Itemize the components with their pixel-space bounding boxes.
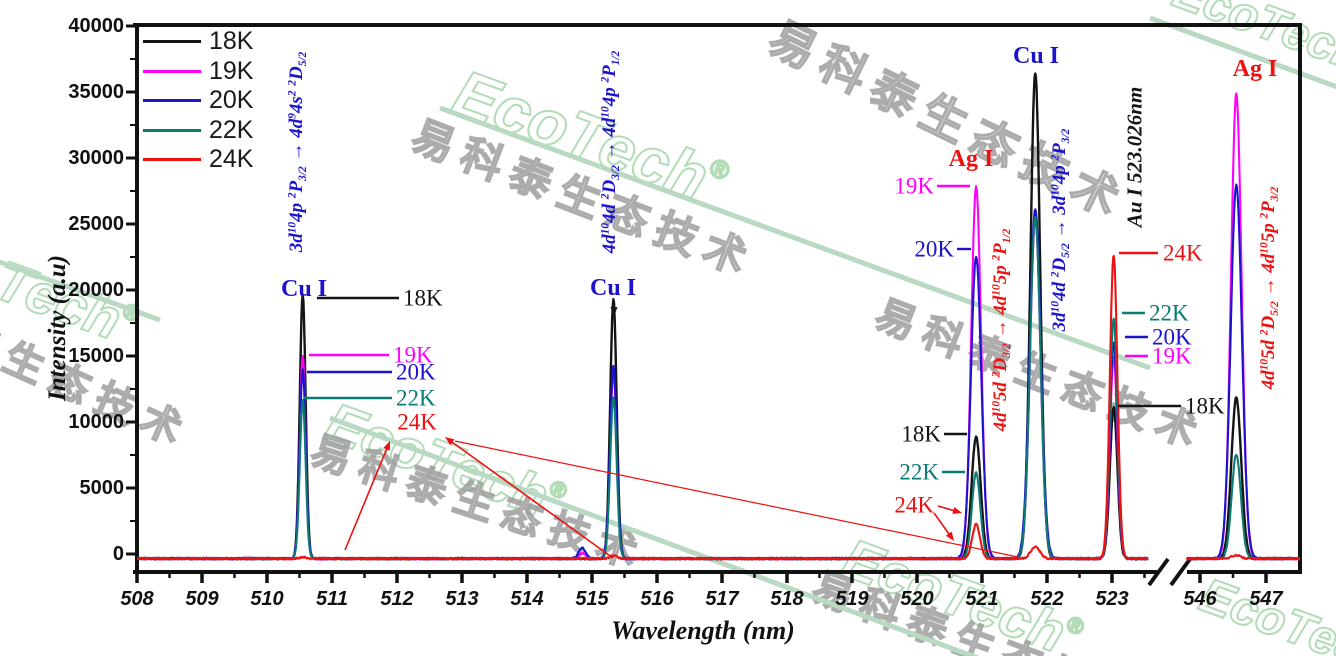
x-tick-label: 547 <box>1249 588 1283 610</box>
legend-item-20K: 20K <box>143 86 253 116</box>
legend-swatch-24K <box>143 158 201 162</box>
x-tick-label: 515 <box>575 588 609 610</box>
peak1-20k-label: 20K <box>396 359 436 385</box>
y-tick-label: 25000 <box>68 213 124 235</box>
legend-item-18K: 18K <box>143 27 253 57</box>
x-tick-label: 514 <box>510 588 544 610</box>
peak5-22k-label: 22K <box>1149 300 1189 326</box>
x-tick-label: 511 <box>316 588 348 610</box>
cu1-transition-label: 3d104p 2P3/2 → 4d94s2 2D5/2 <box>285 51 309 253</box>
y-tick-label: 5000 <box>79 477 125 499</box>
x-tick-label: 517 <box>705 588 739 610</box>
axis-break-mark <box>1169 557 1192 587</box>
axis-break-mark <box>1147 557 1170 587</box>
cu2-element-label: Cu I <box>589 275 637 301</box>
peak3-19k-label: 19K <box>894 173 934 199</box>
y-tick-label: 20000 <box>68 279 124 301</box>
peak1-18k-label: 18K <box>403 285 443 311</box>
peak3-24k-label-arrow-head <box>945 531 954 541</box>
legend: 18K 19K 20K 22K 24K <box>143 27 253 175</box>
peak1-24k-label-arrow-head <box>383 441 390 451</box>
legend-swatch-22K <box>143 128 201 132</box>
peak1-24k-label-arrow <box>344 446 389 551</box>
x-tick-label: 512 <box>380 588 414 610</box>
series-curve-24K <box>137 254 1300 561</box>
x-tick-label: 520 <box>900 588 934 610</box>
peak3-18k-label: 18K <box>901 421 941 447</box>
x-tick-label: 521 <box>965 588 999 610</box>
peak1-24k-label: 24K <box>397 409 437 435</box>
peak5-24k-label: 24K <box>1163 240 1203 266</box>
au-line-label: Au I 523.026nm <box>1122 86 1147 228</box>
cu2-element-label-down-arrow-head <box>610 307 618 316</box>
peak5-20k-label: 20K <box>1152 324 1192 350</box>
legend-label: 18K <box>209 27 254 56</box>
legend-swatch-20K <box>143 99 201 103</box>
peak3-20k-label: 20K <box>914 236 954 262</box>
ag1-element-label: Ag I <box>948 146 994 172</box>
x-tick-label: 522 <box>1030 588 1064 610</box>
legend-swatch-19K <box>143 69 201 73</box>
legend-label: 24K <box>209 145 254 174</box>
legend-label: 19K <box>209 56 254 85</box>
y-tick-label: 35000 <box>68 81 124 103</box>
curves-group <box>137 72 1300 561</box>
peak5-19k-label: 19K <box>1152 343 1192 369</box>
peak1-24k-label-arrow-head <box>445 437 455 446</box>
legend-swatch-18K <box>143 40 201 44</box>
x-tick-label: 518 <box>770 588 804 610</box>
x-tick-label: 510 <box>250 588 284 610</box>
peak1-19k-label: 19K <box>393 342 433 368</box>
x-tick-label: 519 <box>835 588 869 610</box>
watermark-swoosh-line <box>329 415 980 656</box>
peak3-24k-label-arrow <box>937 505 957 513</box>
x-tick-label: 523 <box>1095 588 1129 610</box>
y-tick-label: 40000 <box>68 15 124 37</box>
peak3-24k-label-arrow-head <box>952 507 962 514</box>
watermark-swoosh-line <box>0 259 161 323</box>
peak1-24k-label-pointer-line <box>454 440 1019 558</box>
cu3-transition-label: 3d104d 2D5/2 → 3d104p 2P3/2 <box>1048 128 1072 332</box>
legend-label: 22K <box>209 115 254 144</box>
y-tick-label: 15000 <box>68 345 124 367</box>
x-tick-label: 546 <box>1183 588 1217 610</box>
x-axis-title: Wavelength (nm) <box>611 616 795 645</box>
y-axis-title: Intensity (a.u) <box>44 255 71 401</box>
cu1-element-label: Cu I <box>280 276 328 302</box>
peak1-24k-label-arrow <box>449 439 614 559</box>
ag1-transition-label: 4d105d 2D3/2 → 4d105p 2P1/2 <box>989 228 1013 432</box>
legend-label: 20K <box>209 86 254 115</box>
y-tick-label: 10000 <box>68 411 124 433</box>
legend-item-24K: 24K <box>143 145 253 175</box>
ag2-transition-label: 4d105d 2D5/2 → 4d105p 2P3/2 <box>1257 186 1281 390</box>
watermark-swoosh-line <box>1149 15 1336 90</box>
ag2-element-label: Ag I <box>1232 56 1278 82</box>
cu2-transition-label: 4d104d 2D3/2 → 4d104p 2P1/2 <box>598 50 622 254</box>
x-tick-label: 513 <box>445 588 479 610</box>
x-tick-label: 508 <box>120 588 154 610</box>
legend-item-22K: 22K <box>143 116 253 146</box>
peak5-18k-label: 18K <box>1185 393 1225 419</box>
peak1-22k-label: 22K <box>396 385 436 411</box>
cu3-element-label: Cu I <box>1012 43 1060 69</box>
peak3-22k-label: 22K <box>899 459 939 485</box>
y-tick-label: 0 <box>112 543 124 565</box>
peak3-24k-label-arrow <box>933 512 952 537</box>
x-tick-label: 516 <box>640 588 674 610</box>
legend-item-19K: 19K <box>143 57 253 87</box>
peak3-24k-label: 24K <box>894 492 934 518</box>
y-tick-label: 30000 <box>68 147 124 169</box>
x-tick-label: 509 <box>185 588 219 610</box>
